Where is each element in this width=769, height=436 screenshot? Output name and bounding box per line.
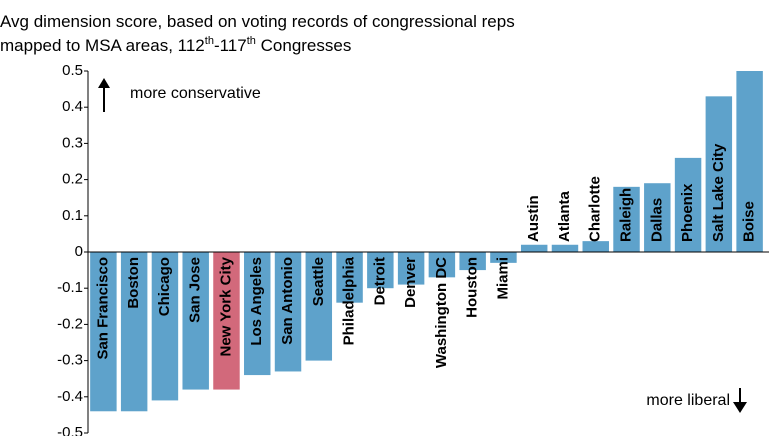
plot: -0.5 -0.4 -0.3 -0.2 -0.1 0 0.1 0.2 0.3 0.4 0.5 San …	[57, 62, 769, 436]
y-tick-label: 0.5	[62, 62, 83, 79]
bar-label: Los Angeles	[248, 257, 265, 346]
bar-label: Detroit	[371, 257, 388, 305]
bar-label: Seattle	[310, 257, 327, 306]
annotation: more liberal	[646, 392, 730, 409]
y-tick-label: 0.1	[62, 207, 83, 224]
bar-label: Houston	[464, 257, 481, 318]
y-tick-label: -0.5	[57, 424, 83, 436]
bar-label: Dallas	[648, 198, 665, 242]
bar-label: Charlotte	[587, 176, 604, 242]
bar	[736, 71, 763, 252]
subtitle-sup: th	[247, 35, 256, 47]
bar-label: Miami	[494, 257, 511, 300]
y-tick-label: 0	[75, 243, 83, 260]
bar	[367, 252, 394, 289]
bar	[551, 244, 579, 252]
bar-label: Boise	[741, 201, 758, 242]
subtitle-part: Congresses	[256, 36, 351, 55]
bar-label: Austin	[525, 195, 542, 242]
bar-label: Phoenix	[679, 183, 696, 242]
bar	[705, 96, 733, 252]
bar	[674, 157, 702, 252]
y-tick-label: 0.4	[62, 98, 83, 115]
bar-label: Washington DC	[433, 257, 450, 368]
bar-label: Chicago	[156, 257, 173, 316]
bar-label: Salt Lake City	[710, 143, 727, 242]
bar	[151, 252, 179, 401]
bar-label: Denver	[402, 257, 419, 308]
bar-label: New York City	[217, 256, 234, 356]
bar	[582, 241, 609, 252]
bar	[613, 186, 640, 252]
subtitle-part: mapped to MSA areas, 112	[0, 36, 205, 55]
bar	[90, 252, 117, 412]
subtitle: Avg dimension score, based on voting rec…	[0, 12, 515, 31]
annotation: more conservative	[130, 85, 261, 102]
y-tick-label: -0.2	[57, 315, 83, 332]
y-tick-label: 0.3	[62, 134, 83, 151]
bar-label: Boston	[125, 257, 142, 309]
bar	[490, 252, 517, 263]
bar	[520, 244, 548, 252]
y-tick-label: -0.4	[57, 388, 83, 405]
bar	[244, 252, 271, 376]
bar	[182, 252, 209, 390]
bar	[459, 252, 486, 271]
bar-label: San Jose	[187, 257, 204, 323]
y-tick-label: -0.3	[57, 352, 83, 369]
bar-label: San Antonio	[279, 257, 296, 345]
y-tick-label: -0.1	[57, 279, 83, 296]
bar	[397, 252, 425, 285]
subtitle-sup: th	[205, 35, 214, 47]
arrow-head	[733, 402, 747, 413]
bar-label: Raleigh	[617, 188, 634, 242]
bar	[120, 252, 148, 412]
bar	[305, 252, 333, 361]
y-tick-label: 0.2	[62, 171, 83, 188]
bar	[274, 252, 302, 372]
bar	[644, 183, 671, 252]
arrow-head	[98, 78, 110, 88]
bar	[336, 252, 363, 303]
bar-label: Philadelphia	[341, 256, 358, 345]
subtitle-part: -117	[214, 36, 247, 55]
bar	[428, 252, 456, 278]
bar-label: Atlanta	[556, 191, 573, 242]
bar	[213, 252, 240, 390]
subtitle: mapped to MSA areas, 112th-117th Congres…	[0, 35, 351, 55]
bar-label: San Francisco	[94, 257, 111, 360]
